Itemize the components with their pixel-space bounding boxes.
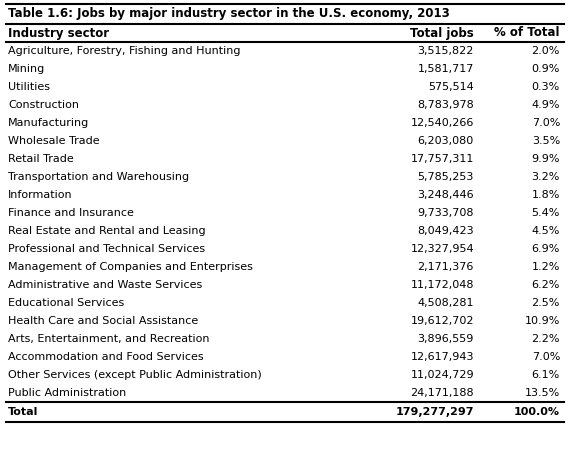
- Text: Finance and Insurance: Finance and Insurance: [8, 208, 134, 218]
- Text: Health Care and Social Assistance: Health Care and Social Assistance: [8, 316, 198, 326]
- Text: 2.0%: 2.0%: [532, 46, 560, 56]
- Text: 17,757,311: 17,757,311: [410, 154, 474, 164]
- Text: 2,171,376: 2,171,376: [418, 262, 474, 272]
- Text: 12,540,266: 12,540,266: [410, 118, 474, 128]
- Text: 5,785,253: 5,785,253: [418, 172, 474, 182]
- Text: 3,515,822: 3,515,822: [418, 46, 474, 56]
- Text: 3.5%: 3.5%: [532, 136, 560, 146]
- Text: 0.3%: 0.3%: [532, 82, 560, 92]
- Text: 3,248,446: 3,248,446: [417, 190, 474, 200]
- Text: 1.8%: 1.8%: [532, 190, 560, 200]
- Text: Total jobs: Total jobs: [410, 26, 474, 39]
- Text: 24,171,188: 24,171,188: [410, 388, 474, 398]
- Text: 4,508,281: 4,508,281: [417, 298, 474, 308]
- Text: 13.5%: 13.5%: [525, 388, 560, 398]
- Text: 0.9%: 0.9%: [532, 64, 560, 74]
- Text: Industry sector: Industry sector: [8, 26, 109, 39]
- Text: 12,327,954: 12,327,954: [410, 244, 474, 254]
- Text: 575,514: 575,514: [428, 82, 474, 92]
- Text: 3.2%: 3.2%: [532, 172, 560, 182]
- Text: Retail Trade: Retail Trade: [8, 154, 74, 164]
- Text: % of Total: % of Total: [495, 26, 560, 39]
- Text: 4.5%: 4.5%: [532, 226, 560, 236]
- Text: Total: Total: [8, 407, 38, 417]
- Text: Educational Services: Educational Services: [8, 298, 124, 308]
- Text: Transportation and Warehousing: Transportation and Warehousing: [8, 172, 189, 182]
- Text: Management of Companies and Enterprises: Management of Companies and Enterprises: [8, 262, 253, 272]
- Text: Utilities: Utilities: [8, 82, 50, 92]
- Text: 7.0%: 7.0%: [532, 352, 560, 362]
- Text: 7.0%: 7.0%: [532, 118, 560, 128]
- Text: Accommodation and Food Services: Accommodation and Food Services: [8, 352, 203, 362]
- Text: 2.2%: 2.2%: [531, 334, 560, 344]
- Text: 6.9%: 6.9%: [532, 244, 560, 254]
- Text: Administrative and Waste Services: Administrative and Waste Services: [8, 280, 202, 290]
- Text: 1,581,717: 1,581,717: [418, 64, 474, 74]
- Text: 6,203,080: 6,203,080: [418, 136, 474, 146]
- Text: Public Administration: Public Administration: [8, 388, 126, 398]
- Text: Wholesale Trade: Wholesale Trade: [8, 136, 100, 146]
- Text: 179,277,297: 179,277,297: [396, 407, 474, 417]
- Text: 6.2%: 6.2%: [532, 280, 560, 290]
- Text: 6.1%: 6.1%: [532, 370, 560, 380]
- Text: Information: Information: [8, 190, 72, 200]
- Text: Construction: Construction: [8, 100, 79, 110]
- Text: 12,617,943: 12,617,943: [410, 352, 474, 362]
- Text: 10.9%: 10.9%: [524, 316, 560, 326]
- Text: 4.9%: 4.9%: [531, 100, 560, 110]
- Text: 100.0%: 100.0%: [514, 407, 560, 417]
- Text: Mining: Mining: [8, 64, 45, 74]
- Text: Arts, Entertainment, and Recreation: Arts, Entertainment, and Recreation: [8, 334, 210, 344]
- Text: Other Services (except Public Administration): Other Services (except Public Administra…: [8, 370, 262, 380]
- Text: 5.4%: 5.4%: [532, 208, 560, 218]
- Text: 2.5%: 2.5%: [532, 298, 560, 308]
- Text: 11,024,729: 11,024,729: [410, 370, 474, 380]
- Text: 9,733,708: 9,733,708: [417, 208, 474, 218]
- Text: Professional and Technical Services: Professional and Technical Services: [8, 244, 205, 254]
- Text: Real Estate and Rental and Leasing: Real Estate and Rental and Leasing: [8, 226, 206, 236]
- Text: Table 1.6: Jobs by major industry sector in the U.S. economy, 2013: Table 1.6: Jobs by major industry sector…: [8, 7, 450, 20]
- Text: Manufacturing: Manufacturing: [8, 118, 89, 128]
- Text: 19,612,702: 19,612,702: [410, 316, 474, 326]
- Text: Agriculture, Forestry, Fishing and Hunting: Agriculture, Forestry, Fishing and Hunti…: [8, 46, 241, 56]
- Text: 8,049,423: 8,049,423: [417, 226, 474, 236]
- Text: 8,783,978: 8,783,978: [417, 100, 474, 110]
- Text: 9.9%: 9.9%: [531, 154, 560, 164]
- Text: 11,172,048: 11,172,048: [410, 280, 474, 290]
- Text: 1.2%: 1.2%: [532, 262, 560, 272]
- Text: 3,896,559: 3,896,559: [418, 334, 474, 344]
